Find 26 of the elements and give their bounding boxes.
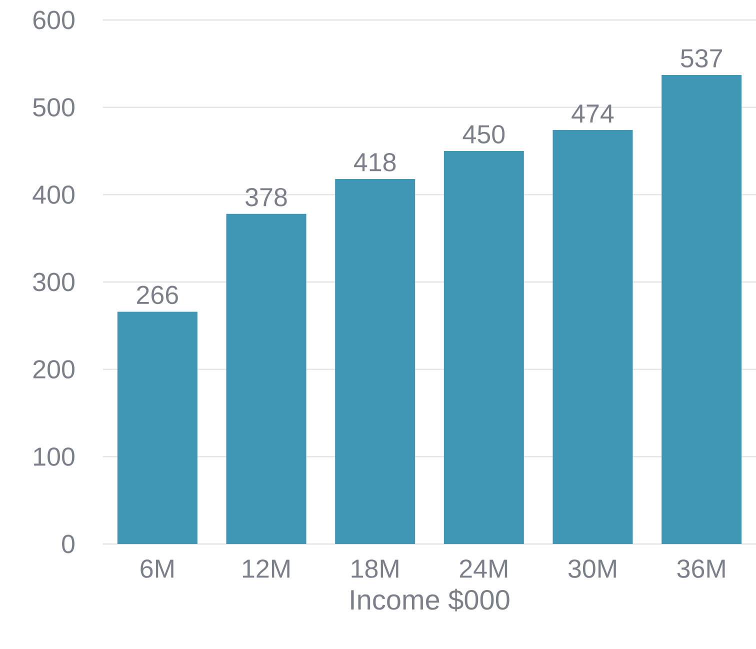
y-tick-label: 200: [33, 360, 74, 379]
x-tick-label: 36M: [677, 560, 725, 578]
x-tick-label: 18M: [352, 560, 398, 578]
y-tick-label: 100: [34, 447, 74, 466]
data-label: 378: [246, 188, 287, 206]
bar: [662, 75, 742, 544]
x-tick-label: 6M: [140, 560, 174, 578]
y-tick-label: 0: [62, 534, 74, 554]
bar: [552, 130, 633, 544]
data-label: 537: [680, 49, 722, 68]
data-label: 418: [354, 153, 396, 172]
bar: [117, 312, 198, 544]
bar: [226, 214, 306, 544]
bar: [444, 150, 524, 544]
y-tick-label: 400: [32, 185, 74, 204]
x-tick-label: 12M: [242, 560, 290, 578]
x-axis-title: Income $000: [351, 588, 510, 612]
data-label: 266: [137, 286, 178, 304]
y-tick-label: 600: [33, 10, 74, 30]
bar: [335, 178, 416, 544]
x-tick-label: 24M: [460, 560, 508, 578]
data-label: 450: [462, 125, 505, 144]
x-tick-label: 30M: [568, 560, 616, 578]
data-label: 474: [572, 104, 614, 123]
y-tick-label: 500: [33, 98, 74, 117]
y-tick-label: 300: [33, 272, 74, 292]
